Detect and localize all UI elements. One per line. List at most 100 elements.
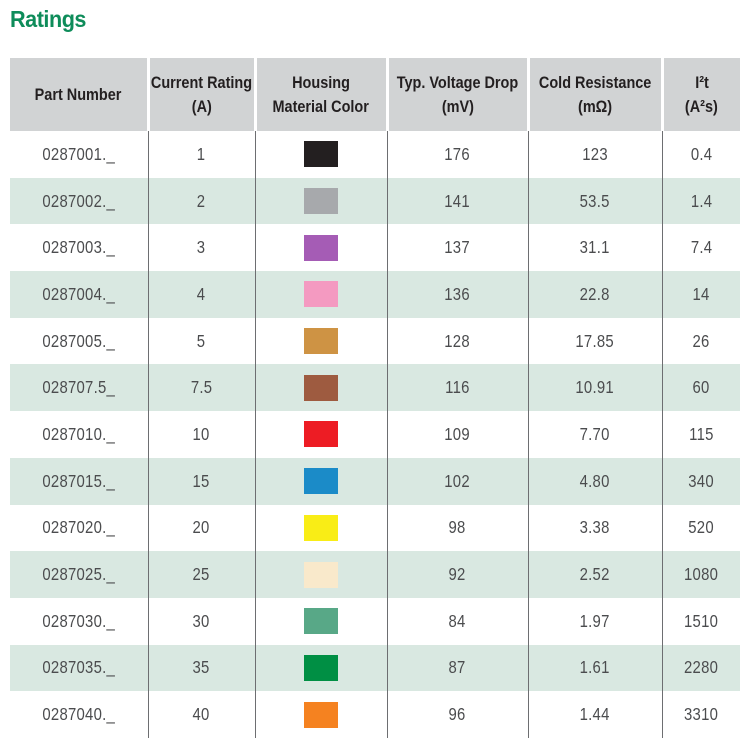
cell-part-number: 0287002._: [10, 177, 148, 225]
cell-part-number: 0287010._: [10, 411, 148, 458]
cold-resistance-value: 1.61: [580, 657, 610, 678]
i2t-value: 2280: [684, 657, 719, 678]
current-rating-value: 2: [197, 190, 206, 211]
cell-cold-resistance: 1.44: [527, 691, 662, 738]
cold-resistance-value: 7.70: [580, 423, 610, 444]
cell-part-number: 0287015._: [10, 457, 148, 505]
cell-part-number: 0287003._: [10, 224, 148, 272]
cell-housing-color: [254, 177, 387, 225]
cell-voltage-drop: 176: [386, 131, 528, 178]
cell-voltage-drop: 136: [386, 271, 528, 318]
i2t-value: 1510: [684, 610, 719, 631]
cell-housing-color: [254, 504, 387, 552]
cell-part-number: 0287005._: [10, 317, 148, 365]
header-line: Part Number: [34, 84, 122, 104]
housing-color-swatch: [304, 281, 338, 308]
part-number-value: 0287025._: [42, 564, 116, 585]
cell-cold-resistance: 31.1: [527, 224, 662, 272]
table-row: 0287025._ 25 92 2.52 1080: [10, 551, 740, 598]
cell-i2t: 14: [661, 271, 740, 318]
part-number-value: 0287004._: [42, 283, 116, 304]
header-line: Material Color: [272, 96, 370, 116]
part-number-value: 0287002._: [42, 190, 116, 211]
housing-color-swatch: [304, 701, 338, 728]
cold-resistance-value: 31.1: [580, 237, 610, 258]
header-line: (mΩ): [577, 96, 613, 116]
cell-i2t: 1080: [661, 551, 740, 598]
voltage-drop-value: 176: [444, 143, 471, 164]
cell-current-rating: 20: [147, 504, 255, 552]
current-rating-value: 15: [192, 470, 211, 491]
cell-voltage-drop: 84: [386, 597, 528, 645]
cell-current-rating: 30: [147, 597, 255, 645]
cold-resistance-value: 22.8: [580, 283, 610, 304]
header-line: (A²s): [685, 96, 719, 116]
voltage-drop-value: 98: [448, 517, 467, 538]
part-number-value: 0287001._: [42, 143, 116, 164]
cold-resistance-value: 123: [582, 143, 608, 164]
cell-current-rating: 40: [147, 691, 255, 738]
current-rating-value: 7.5: [190, 377, 213, 398]
cell-i2t: 115: [661, 411, 740, 458]
cold-resistance-value: 2.52: [580, 564, 610, 585]
current-rating-value: 40: [192, 704, 211, 725]
table-body: 0287001._ 1 176 123 0.4 0287002._ 2 141 …: [10, 131, 740, 738]
cell-part-number: 0287040._: [10, 691, 148, 738]
i2t-value: 60: [692, 377, 710, 398]
housing-color-swatch: [304, 421, 338, 448]
cell-i2t: 26: [661, 317, 740, 365]
table-row: 028707.5_ 7.5 116 10.91 60: [10, 364, 740, 412]
col-header-housing-material-color: Housing Material Color: [253, 58, 387, 131]
i2t-value: 3310: [684, 704, 719, 725]
part-number-value: 0287020._: [42, 517, 116, 538]
cell-current-rating: 7.5: [147, 364, 255, 412]
cold-resistance-value: 17.85: [575, 330, 615, 351]
header-line: (mV): [441, 96, 474, 116]
voltage-drop-value: 116: [445, 377, 470, 398]
table-row: 0287020._ 20 98 3.38 520: [10, 504, 740, 552]
cell-i2t: 7.4: [661, 224, 740, 272]
cell-voltage-drop: 96: [386, 691, 528, 738]
cold-resistance-value: 53.5: [580, 190, 610, 211]
cell-current-rating: 4: [147, 271, 255, 318]
cell-i2t: 60: [661, 364, 740, 412]
header-line: Cold Resistance: [538, 72, 652, 92]
current-rating-value: 30: [192, 610, 211, 631]
cell-part-number: 0287020._: [10, 504, 148, 552]
i2t-value: 0.4: [690, 143, 712, 164]
part-number-value: 028707.5_: [42, 377, 116, 398]
cell-voltage-drop: 102: [386, 457, 528, 505]
cell-i2t: 340: [661, 457, 740, 505]
cold-resistance-value: 1.97: [580, 610, 610, 631]
cell-housing-color: [254, 551, 387, 598]
cell-housing-color: [254, 317, 387, 365]
housing-color-swatch: [304, 608, 338, 635]
voltage-drop-value: 92: [448, 564, 467, 585]
cell-current-rating: 10: [147, 411, 255, 458]
cell-cold-resistance: 10.91: [527, 364, 662, 412]
cell-cold-resistance: 17.85: [527, 317, 662, 365]
current-rating-value: 20: [192, 517, 211, 538]
current-rating-value: 35: [192, 657, 211, 678]
part-number-value: 0287035._: [42, 657, 116, 678]
cell-voltage-drop: 116: [386, 364, 528, 412]
cell-cold-resistance: 1.61: [527, 644, 662, 692]
header-line: Current Rating: [150, 72, 253, 92]
housing-color-swatch: [304, 328, 338, 355]
cell-housing-color: [254, 597, 387, 645]
housing-color-swatch: [304, 141, 338, 168]
cell-cold-resistance: 123: [527, 131, 662, 178]
table-row: 0287001._ 1 176 123 0.4: [10, 131, 740, 178]
part-number-value: 0287010._: [42, 423, 116, 444]
voltage-drop-value: 87: [448, 657, 467, 678]
cell-i2t: 1.4: [661, 177, 740, 225]
cell-part-number: 0287001._: [10, 131, 148, 178]
table-row: 0287004._ 4 136 22.8 14: [10, 271, 740, 318]
cell-i2t: 1510: [661, 597, 740, 645]
i2t-value: 7.4: [690, 237, 712, 258]
cell-cold-resistance: 7.70: [527, 411, 662, 458]
col-header-cold-resistance: Cold Resistance (mΩ): [526, 58, 662, 131]
cell-housing-color: [254, 411, 387, 458]
i2t-value: 1080: [684, 564, 719, 585]
cell-housing-color: [254, 271, 387, 318]
